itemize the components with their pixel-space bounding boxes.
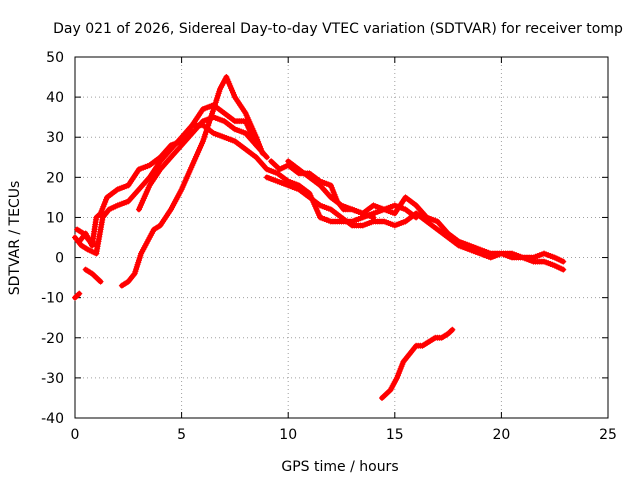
series-arc-f bbox=[118, 74, 266, 289]
x-tick-labels: 0 5 10 15 20 25 bbox=[71, 427, 617, 443]
data-point bbox=[446, 329, 453, 336]
x-tick-label: 25 bbox=[599, 427, 617, 443]
y-tick-label: 50 bbox=[46, 50, 64, 66]
data-point bbox=[72, 294, 78, 301]
y-tick-label: -10 bbox=[41, 291, 64, 307]
y-tick-labels: -40 -30 -20 -10 0 10 20 30 40 50 bbox=[41, 50, 64, 427]
data-point bbox=[560, 258, 567, 265]
data-point bbox=[74, 291, 81, 298]
y-tick-label: -40 bbox=[41, 411, 64, 427]
y-tick-label: -30 bbox=[41, 371, 64, 387]
data-point bbox=[449, 326, 456, 333]
x-tick-label: 20 bbox=[492, 427, 510, 443]
series-arc-j bbox=[285, 158, 377, 221]
x-tick-label: 10 bbox=[279, 427, 297, 443]
y-tick-label: 0 bbox=[55, 251, 64, 267]
data-point bbox=[93, 242, 100, 249]
series-arc-d bbox=[72, 290, 83, 301]
series-arc-c bbox=[82, 266, 104, 285]
x-axis-label: GPS time / hours bbox=[281, 459, 398, 475]
y-tick-label: 10 bbox=[46, 210, 64, 226]
x-tick-label: 15 bbox=[386, 427, 404, 443]
data-point bbox=[447, 328, 454, 335]
data-series-group bbox=[72, 74, 567, 401]
y-tick-label: 40 bbox=[46, 90, 64, 106]
data-point bbox=[93, 214, 100, 221]
data-point bbox=[97, 278, 104, 285]
x-tick-label: 0 bbox=[71, 427, 80, 443]
series-arc-g bbox=[135, 114, 270, 213]
y-axis-label: SDTVAR / TECUs bbox=[7, 181, 23, 296]
data-point bbox=[73, 293, 80, 300]
data-point bbox=[370, 214, 377, 221]
data-point bbox=[445, 330, 452, 337]
series-arc-k bbox=[379, 326, 456, 401]
y-tick-label: 30 bbox=[46, 130, 64, 146]
series-arc-e bbox=[74, 226, 100, 249]
chart-title: Day 021 of 2026, Sidereal Day-to-day VTE… bbox=[53, 21, 623, 37]
series-arc-i bbox=[263, 174, 567, 273]
data-point bbox=[263, 154, 270, 161]
y-tick-label: -20 bbox=[41, 331, 64, 347]
y-tick-label: 20 bbox=[46, 170, 64, 186]
data-point bbox=[76, 290, 83, 297]
series-trace bbox=[72, 291, 82, 301]
data-point bbox=[96, 211, 103, 218]
data-point bbox=[94, 213, 101, 220]
x-tick-label: 5 bbox=[177, 427, 186, 443]
data-point bbox=[560, 266, 567, 273]
